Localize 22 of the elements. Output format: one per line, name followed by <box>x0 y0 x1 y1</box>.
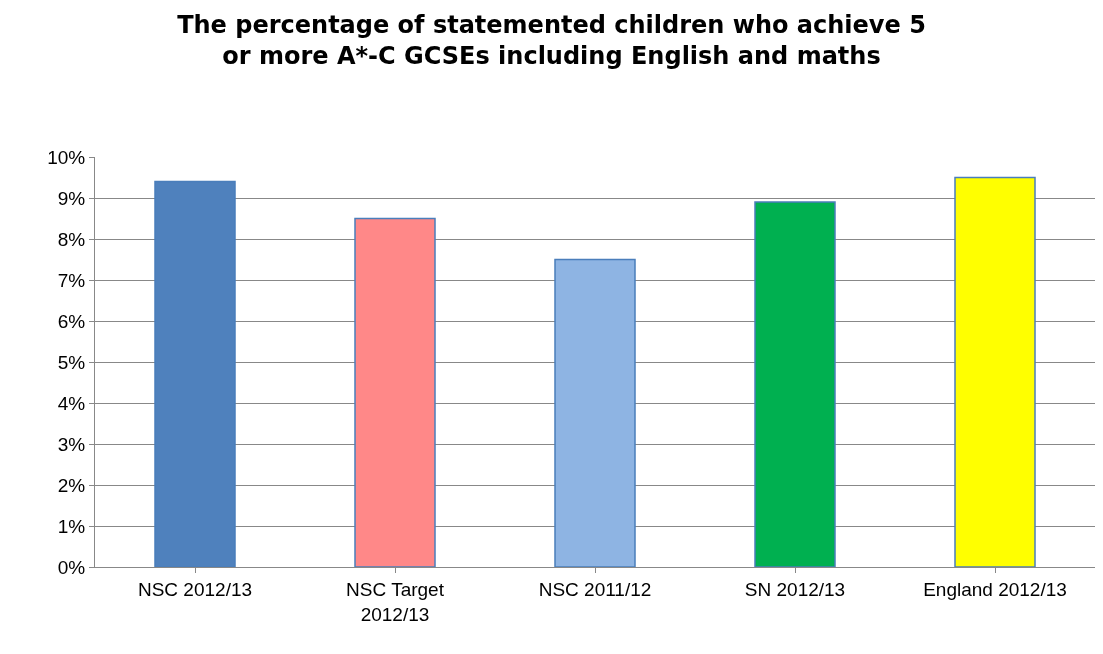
y-tick-label: 1% <box>57 515 86 537</box>
x-tick-label: England 2012/13 <box>923 578 1067 600</box>
y-tick-label: 0% <box>57 556 86 578</box>
bar <box>754 201 836 567</box>
y-tick-label: 3% <box>57 433 86 455</box>
bar <box>154 180 236 567</box>
y-tick-label: 9% <box>57 187 86 209</box>
chart-title: The percentage of statemented children who achieve 5 or more A*-C GCSEs including English and maths <box>177 10 926 70</box>
y-tick-label: 7% <box>57 269 86 291</box>
y-tick-label: 6% <box>57 310 86 332</box>
y-tick-label: 2% <box>57 474 86 496</box>
y-tick-label: 5% <box>57 351 86 373</box>
y-tick-label: 10% <box>47 146 86 168</box>
y-tick-label: 4% <box>57 392 86 414</box>
x-tick-label: NSC 2012/13 <box>137 578 253 600</box>
x-tick-label: NSC Target 2012/13 <box>346 578 445 625</box>
bar <box>954 176 1036 567</box>
bar <box>554 258 636 567</box>
y-tick-label: 8% <box>57 228 86 250</box>
x-tick-label: NSC 2011/12 <box>538 578 652 600</box>
x-tick-label: SN 2012/13 <box>744 578 846 600</box>
bar <box>354 217 436 567</box>
